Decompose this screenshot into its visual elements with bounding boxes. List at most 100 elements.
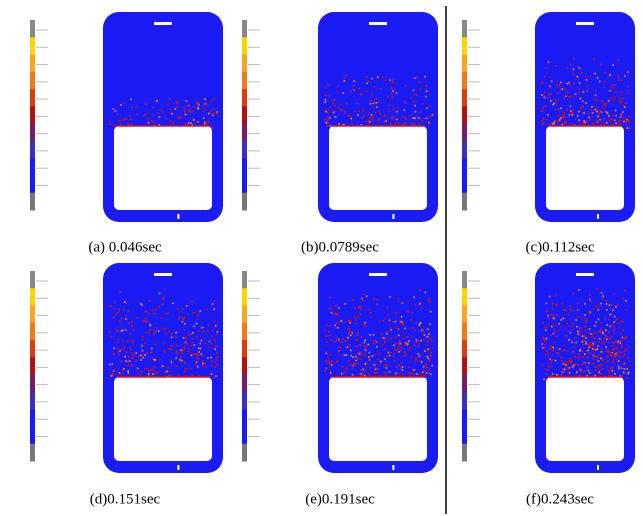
stress-dot — [428, 298, 430, 300]
stress-dot — [566, 367, 568, 369]
stress-dot — [585, 122, 587, 124]
stress-dot — [338, 351, 340, 353]
stress-dot — [371, 316, 373, 318]
stress-dot — [117, 341, 119, 343]
stress-dot — [601, 351, 603, 353]
stress-dot — [423, 331, 425, 333]
stress-dot — [169, 98, 171, 100]
stress-dot — [337, 85, 339, 87]
stress-dot — [602, 298, 604, 300]
stress-dot — [593, 363, 595, 365]
stress-dot — [404, 344, 406, 346]
stress-dot — [401, 369, 403, 371]
stress-dot — [585, 321, 587, 323]
stress-dot — [619, 352, 621, 354]
stress-dot — [181, 360, 183, 362]
stress-dot — [373, 298, 375, 300]
stress-dot — [369, 334, 371, 336]
stress-dot — [151, 370, 153, 372]
stress-dot — [378, 111, 380, 113]
stress-dot — [572, 109, 574, 111]
panel: (d)0.151sec — [30, 263, 223, 507]
legend-swatch — [242, 37, 247, 55]
stress-dot — [542, 81, 544, 83]
stress-dot — [430, 339, 432, 341]
stress-dot — [610, 367, 612, 369]
stress-dot — [557, 314, 559, 316]
stress-dot — [197, 366, 199, 368]
stress-dot — [429, 323, 431, 325]
stress-dot — [570, 112, 572, 114]
stress-dot — [397, 107, 399, 109]
stress-dot — [594, 332, 596, 334]
stress-dot — [427, 336, 429, 338]
stress-dot — [575, 93, 577, 95]
stress-dot — [598, 114, 600, 116]
stress-dot — [598, 319, 600, 321]
stress-dot — [398, 351, 400, 353]
stress-dot — [325, 99, 327, 101]
stress-dot — [575, 363, 577, 365]
stress-dot — [211, 360, 213, 362]
stress-dot — [627, 71, 629, 73]
stress-dot — [374, 364, 376, 366]
stress-dot — [369, 121, 371, 123]
stress-dot — [202, 355, 204, 357]
stress-dot — [164, 372, 166, 374]
stress-dot — [422, 120, 424, 122]
stress-dot — [585, 343, 587, 345]
stress-dot — [386, 367, 388, 369]
stress-dot — [192, 353, 194, 355]
stress-dot — [604, 335, 606, 337]
stress-dot — [558, 330, 560, 332]
legend-swatch — [30, 392, 35, 410]
stress-dot — [345, 371, 347, 373]
stress-dot — [590, 344, 592, 346]
stress-dot — [188, 351, 190, 353]
stress-dot — [400, 362, 402, 364]
stress-dot — [614, 357, 616, 359]
legend-swatch — [242, 409, 247, 427]
stress-dot — [211, 343, 213, 345]
stress-dot — [612, 362, 614, 364]
stress-dot — [584, 370, 586, 372]
stress-dot — [577, 316, 579, 318]
stress-dot — [371, 355, 373, 357]
stress-dot — [351, 118, 353, 120]
stress-dot — [168, 331, 170, 333]
stress-dot — [421, 361, 423, 363]
stress-dot — [130, 99, 132, 101]
stress-dot — [371, 100, 373, 102]
stress-dot — [191, 333, 193, 335]
stress-dot — [560, 319, 562, 321]
stress-dot — [126, 315, 128, 317]
stress-dot — [600, 357, 602, 359]
stress-dot — [148, 332, 150, 334]
legend-swatch — [462, 141, 467, 159]
stress-dot — [613, 348, 615, 350]
stress-dot — [628, 119, 630, 121]
stress-dot — [123, 309, 125, 311]
stress-dot — [118, 354, 120, 356]
stress-dot — [415, 330, 417, 332]
stress-dot — [582, 335, 584, 337]
stress-dot — [216, 352, 218, 354]
legend-swatch — [30, 288, 35, 306]
stress-dot — [358, 357, 360, 359]
stress-dot — [594, 375, 596, 377]
stress-dot — [419, 324, 421, 326]
stress-dot — [626, 119, 628, 121]
stress-dot — [201, 340, 203, 342]
stress-dot — [598, 371, 600, 373]
stress-dot — [588, 362, 590, 364]
stress-dot — [208, 113, 210, 115]
stress-dot — [185, 337, 187, 339]
stress-dot — [573, 83, 575, 85]
stress-dot — [142, 350, 144, 352]
stress-dot — [565, 327, 567, 329]
stress-dot — [598, 309, 600, 311]
stress-dot — [546, 67, 548, 69]
stress-dot — [405, 118, 407, 120]
stress-dot — [364, 342, 366, 344]
caption: (e)0.191sec — [305, 491, 375, 507]
